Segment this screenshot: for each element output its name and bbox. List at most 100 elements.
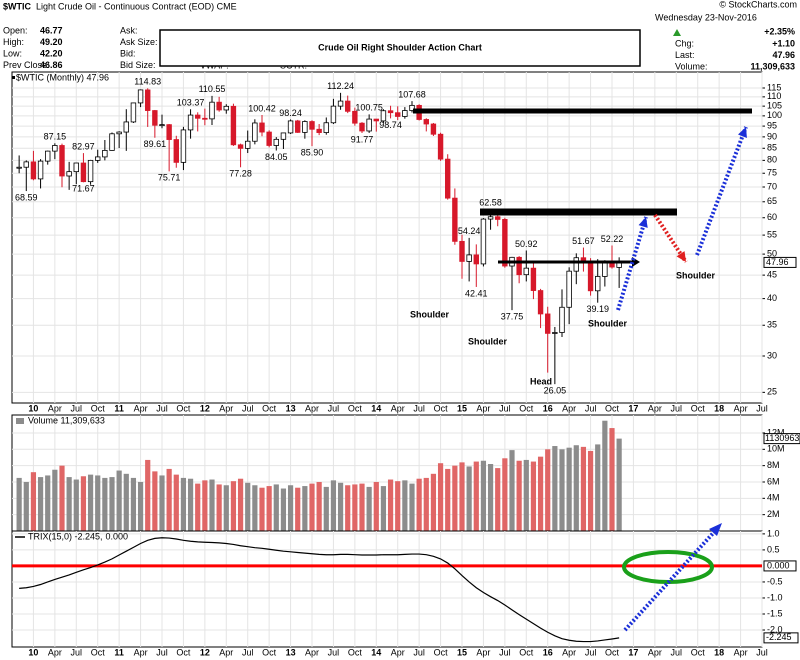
candle-body — [409, 104, 415, 111]
x-tick-label: Oct — [434, 647, 449, 657]
x-tick-label: Apr — [305, 647, 319, 657]
volume-bar — [102, 477, 108, 531]
field-label: High: — [3, 37, 24, 47]
candle-body — [545, 313, 551, 334]
candle-body — [423, 119, 429, 125]
candle-body — [137, 89, 144, 104]
projection-arrow-head — [638, 217, 648, 228]
volume-bar — [552, 446, 558, 531]
volume-bar — [409, 483, 415, 531]
x-tick-label: 12 — [200, 403, 210, 413]
y-tick-label: 55 — [767, 229, 777, 239]
volume-bar — [523, 459, 529, 531]
volume-bar — [366, 486, 372, 531]
volume-bar — [123, 473, 129, 531]
candle-body — [602, 261, 608, 277]
volume-bar — [473, 461, 479, 531]
y-tick-label: 40 — [767, 293, 777, 303]
candle-body — [223, 105, 229, 111]
candle-body — [45, 150, 51, 162]
x-tick-label: Jul — [156, 403, 168, 413]
candle-body — [230, 105, 237, 146]
y-tick-label: 75 — [767, 168, 777, 178]
x-tick-label: Jul — [71, 647, 83, 657]
candle-body — [145, 89, 151, 111]
candle-body — [59, 145, 65, 177]
candle-body — [216, 101, 222, 111]
candle-body — [437, 133, 444, 160]
candle-body — [30, 161, 37, 180]
y-tick-label: 50 — [767, 248, 777, 258]
value-label: 75.71 — [158, 173, 181, 183]
candle-body — [202, 117, 208, 120]
y-tick-label: 12M — [767, 427, 785, 437]
x-tick-label: Jul — [242, 647, 254, 657]
x-tick-label: Oct — [262, 403, 277, 413]
y-tick-label: -2.0 — [767, 624, 783, 634]
field-label: Bid Size: — [120, 60, 156, 70]
x-tick-label: Oct — [691, 647, 706, 657]
x-tick-label: Oct — [348, 403, 363, 413]
x-tick-label: 10 — [28, 403, 38, 413]
y-tick-label: 110 — [767, 91, 781, 101]
value-label: 82.97 — [72, 141, 95, 151]
field-label: Chg: — [675, 38, 694, 48]
up-arrow-icon — [673, 29, 681, 36]
candle-body — [195, 114, 201, 119]
candle-body — [102, 150, 108, 158]
volume-bar — [37, 477, 44, 531]
value-label: 37.75 — [501, 312, 524, 322]
candle-body — [366, 118, 372, 132]
volume-bar — [245, 482, 251, 531]
field-label: Ask Size: — [120, 37, 158, 47]
candle-body — [487, 216, 494, 220]
y-tick-label: 70 — [767, 181, 777, 191]
volume-bar — [266, 486, 272, 531]
volume-bar — [437, 463, 444, 531]
volume-bar — [480, 460, 487, 531]
field-label: Bid: — [120, 48, 136, 58]
candle-body — [452, 197, 458, 242]
candle-body — [330, 105, 337, 124]
volume-bar — [30, 472, 37, 531]
volume-bar — [545, 449, 551, 531]
y-tick-label: 2M — [767, 509, 780, 519]
value-label: 103.37 — [177, 98, 205, 108]
candle-body — [530, 267, 537, 291]
volume-bar — [237, 478, 244, 531]
x-tick-label: Jul — [671, 403, 683, 413]
x-tick-label: Apr — [48, 403, 62, 413]
x-tick-label: 12 — [200, 647, 210, 657]
candle-body — [430, 123, 437, 135]
candle-body — [516, 256, 522, 276]
candle-body — [280, 132, 287, 140]
x-tick-label: Oct — [691, 403, 706, 413]
volume-bar — [609, 428, 615, 531]
volume-bar — [423, 477, 429, 531]
volume-bar — [145, 459, 151, 531]
x-tick-label: Apr — [648, 647, 662, 657]
field-value: 11,309,633 — [750, 61, 795, 71]
x-tick-label: 18 — [714, 403, 724, 413]
candle-body — [152, 110, 158, 126]
x-tick-label: 14 — [371, 647, 381, 657]
field-value: 46.86 — [40, 60, 63, 70]
volume-bar — [509, 450, 515, 531]
candle-body — [273, 138, 279, 146]
candle-body — [502, 219, 508, 267]
volume-bar — [373, 481, 379, 531]
volume-bar — [402, 480, 408, 531]
volume-bar — [16, 477, 22, 531]
volume-bar — [537, 456, 544, 531]
chart-title: Crude Oil Right Shoulder Action Chart — [318, 42, 482, 52]
legend-signal: 0.000 — [106, 531, 129, 541]
candle-body — [480, 218, 487, 265]
annotation: Shoulder — [588, 318, 627, 328]
x-tick-label: Jul — [585, 647, 597, 657]
x-tick-label: Jul — [413, 403, 425, 413]
x-tick-label: Jul — [585, 403, 597, 413]
x-tick-label: 18 — [714, 647, 724, 657]
volume-bar — [595, 444, 601, 531]
x-tick-label: Jul — [242, 403, 254, 413]
candle-body — [387, 110, 394, 114]
